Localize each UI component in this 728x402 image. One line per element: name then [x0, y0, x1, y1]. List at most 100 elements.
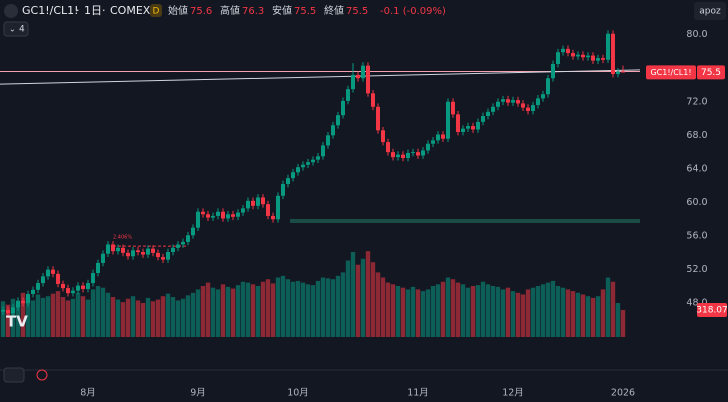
trend-line: [0, 69, 641, 85]
candle-body: [96, 262, 100, 274]
candle-body: [611, 33, 615, 75]
volume-bar: [255, 286, 261, 337]
candle-body: [451, 101, 455, 115]
candle-body: [461, 128, 465, 132]
candle-body: [386, 142, 390, 153]
volume-bar: [260, 281, 266, 337]
volume-bar: [545, 282, 551, 337]
candle-body: [591, 55, 595, 61]
volume-bar: [325, 278, 331, 337]
candle-body: [106, 244, 110, 254]
candle-body: [596, 58, 600, 61]
ohlc-value: 76.3: [242, 6, 264, 17]
candle-body: [291, 172, 295, 179]
volume-bar: [555, 286, 561, 337]
candle-body: [586, 55, 590, 58]
candle-body: [601, 58, 605, 60]
volume-bar: [370, 262, 376, 337]
volume-bar: [310, 285, 316, 337]
candle-body: [371, 93, 375, 107]
candle-body: [261, 197, 265, 205]
candle-body: [351, 74, 355, 90]
volume-bar: [430, 286, 436, 337]
candle-body: [396, 154, 400, 158]
candle-body: [546, 78, 550, 95]
candle-body: [491, 106, 495, 112]
volume-bar: [315, 280, 321, 337]
candle-body: [271, 215, 275, 220]
candle-body: [531, 105, 535, 111]
y-tick-label: 64.0: [686, 163, 707, 174]
candle-body: [111, 244, 115, 252]
volume-bar: [475, 285, 481, 337]
candle-body: [11, 307, 15, 314]
volume-bar: [275, 277, 281, 337]
exchange: COMEX: [110, 4, 151, 17]
candle-body: [416, 152, 420, 156]
candle-body: [316, 156, 320, 160]
candle-body: [211, 215, 215, 218]
price-tag-bg: [697, 65, 725, 80]
candle-body: [191, 227, 195, 236]
volume-bar: [500, 289, 506, 337]
volume-bar: [590, 297, 596, 337]
interval[interactable]: 1日: [84, 4, 102, 17]
volume-bar: [565, 289, 571, 337]
volume-bar: [235, 285, 241, 337]
measure-label: 2.406%: [113, 235, 132, 241]
calendar-btn[interactable]: [3, 367, 25, 383]
candle-body: [36, 283, 40, 290]
x-tick-label: 12月: [502, 388, 524, 399]
volume-bar: [0, 301, 6, 337]
volume-bar: [580, 294, 586, 337]
candle-body: [486, 111, 490, 117]
candle-body: [401, 154, 405, 158]
ohlc-label: 始値: [168, 4, 188, 17]
volume-bar: [10, 298, 16, 337]
volume-bar: [505, 287, 511, 337]
volume-bar: [240, 281, 246, 337]
candle-body: [221, 211, 225, 219]
volume-bar: [490, 286, 496, 337]
volume-bar: [80, 296, 86, 337]
volume-bar: [330, 279, 336, 337]
symbol[interactable]: GC1!/CL1!: [22, 4, 79, 17]
y-tick-label: 52.0: [686, 264, 707, 275]
volume-bar: [425, 289, 431, 337]
volume-bar: [435, 284, 441, 337]
separator: ·: [102, 4, 106, 17]
volume-bar: [170, 297, 176, 337]
volume-bar: [50, 293, 56, 337]
y-tick-label: 80.0: [686, 29, 707, 40]
volume-bar: [140, 303, 146, 337]
symbol-tag: GC1!/CL1!: [650, 68, 691, 77]
alert-icon[interactable]: [36, 369, 48, 381]
candle-body: [116, 247, 120, 252]
volume-bar: [345, 260, 351, 337]
volume-bar: [620, 309, 626, 337]
candle-body: [196, 211, 200, 228]
candle-body: [361, 65, 365, 79]
user[interactable]: apoz: [699, 7, 721, 17]
volume-bar: [585, 296, 591, 337]
candle-body: [441, 134, 445, 139]
volume-bar: [450, 279, 456, 337]
collapse-btn[interactable]: [3, 21, 29, 37]
candle-body: [61, 283, 65, 289]
volume-bar: [550, 280, 556, 337]
candle-body: [421, 150, 425, 156]
ohlc-label: 安値: [272, 4, 292, 17]
volume-bar: [525, 289, 531, 337]
candle-body: [391, 152, 395, 158]
volume-bar: [200, 286, 206, 337]
badge: D: [153, 7, 160, 17]
candle-body: [86, 283, 90, 289]
candle-body: [381, 130, 385, 143]
candle-body: [76, 285, 80, 291]
volume-bar: [280, 275, 286, 337]
x-tick-label: 8月: [80, 388, 96, 399]
candle-body: [446, 101, 450, 139]
candle-body: [231, 214, 235, 217]
candle-body: [276, 195, 280, 220]
candle-body: [186, 235, 190, 242]
